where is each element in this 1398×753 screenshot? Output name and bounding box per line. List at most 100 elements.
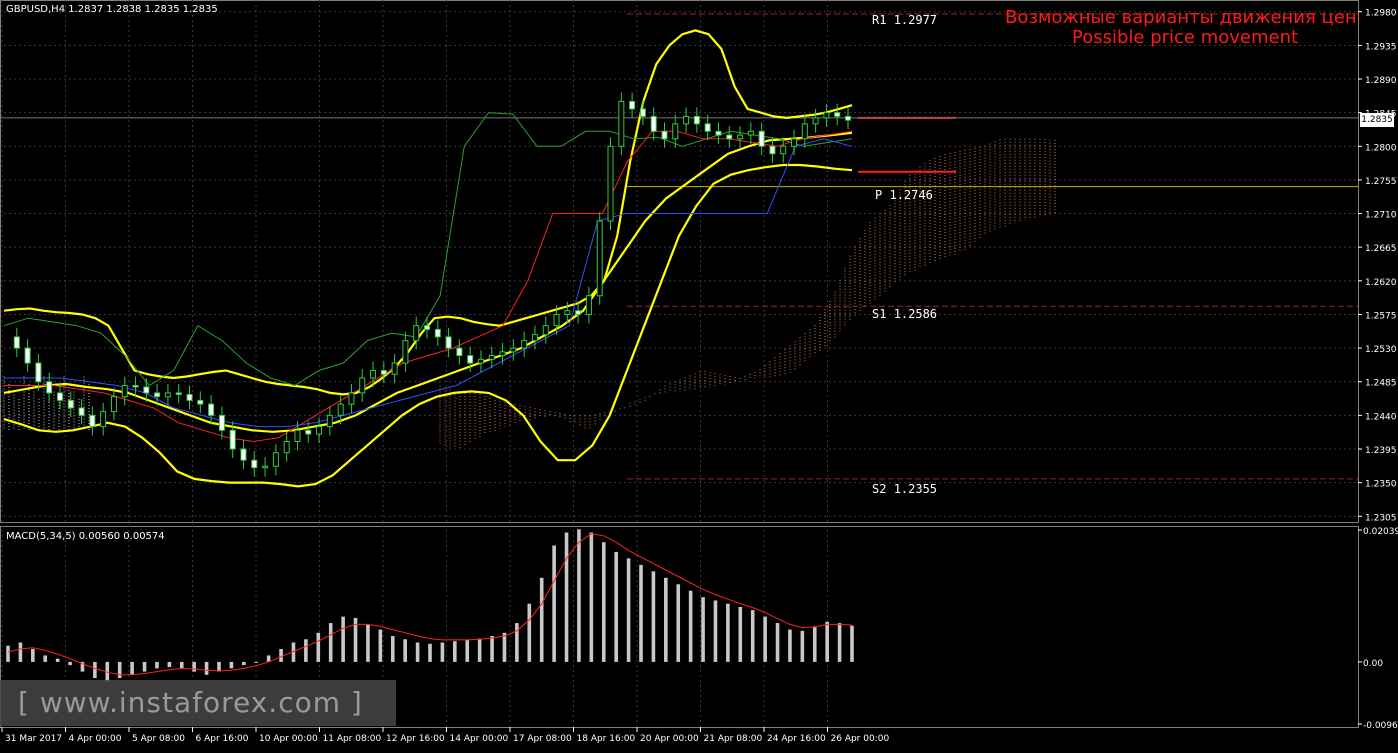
grid-layer — [1, 0, 1358, 726]
macd-bar — [688, 590, 693, 662]
macd-bar — [31, 648, 35, 662]
price-tick-label: 1.2935 — [1365, 42, 1397, 52]
candle-body — [812, 117, 819, 125]
candle-body — [564, 310, 571, 315]
macd-bar — [763, 616, 767, 662]
macd-bar — [775, 623, 780, 662]
time-tick-label: 14 Apr 00:00 — [450, 734, 509, 744]
candle-body — [218, 414, 225, 431]
candle-body — [596, 220, 603, 297]
candle-body — [164, 392, 171, 398]
overlay-text-ru: Возможные варианты движения цен — [1005, 7, 1357, 28]
candle-body — [801, 123, 808, 140]
candle-body — [197, 399, 204, 405]
candle-body — [89, 414, 96, 428]
time-axis: 31 Mar 2017 4 Apr 00:00 5 Apr 08:00 6 Apr 1… — [1, 727, 889, 744]
candle-body — [424, 325, 430, 330]
candle-body — [208, 403, 215, 416]
price-axis: 1.29801.29351.28901.28451.28001.27551.27… — [1358, 9, 1397, 523]
macd-bar — [403, 639, 407, 662]
macd-bar — [353, 617, 358, 662]
candle-body — [693, 115, 700, 125]
candle-body — [413, 325, 420, 342]
candle-body — [521, 340, 528, 349]
macd-bar — [577, 529, 581, 662]
candle-body — [46, 381, 53, 394]
candle-body — [434, 328, 441, 338]
candle-body — [499, 351, 506, 357]
candle-body — [175, 392, 182, 395]
price-tick-label: 1.2665 — [1365, 244, 1397, 254]
macd-bar — [676, 584, 681, 662]
macd-bar — [738, 606, 743, 662]
price-tick-label: 1.2755 — [1365, 177, 1397, 187]
macd-bar — [43, 655, 48, 662]
candle-body — [585, 295, 592, 315]
candle-body — [661, 130, 668, 140]
macd-bar — [552, 545, 556, 662]
macd-bar — [341, 616, 345, 662]
macd-histogram — [6, 529, 854, 682]
pivot-r1-label: R1 1.2977 — [872, 13, 938, 27]
candle-body — [294, 429, 301, 443]
time-tick-label: 11 Apr 08:00 — [323, 734, 382, 744]
price-tick-label: 1.2710 — [1365, 211, 1397, 221]
candle-body — [100, 411, 107, 428]
candle-body — [510, 347, 517, 353]
candle-body — [769, 145, 776, 155]
series-tenkan — [4, 130, 853, 443]
macd-bar — [291, 642, 296, 662]
candle-body — [456, 347, 463, 357]
price-tick-label: 1.2800 — [1365, 143, 1397, 153]
candle-body — [121, 384, 128, 398]
candle-body — [845, 115, 851, 121]
macd-bar — [254, 661, 259, 663]
macd-bar — [750, 610, 755, 662]
series-chikou — [3, 112, 853, 387]
candle-body — [726, 134, 733, 140]
macd-bar — [726, 603, 730, 662]
macd-bar — [130, 661, 134, 675]
price-tick-label: 1.2350 — [1365, 480, 1397, 490]
price-tick-label: 1.2485 — [1365, 379, 1397, 389]
macd-bar — [539, 577, 544, 662]
time-tick-label: 10 Apr 00:00 — [259, 734, 318, 744]
macd-bar — [564, 532, 569, 662]
price-tick-label: 1.2980 — [1365, 9, 1397, 19]
macd-bar — [304, 639, 308, 662]
candle-body — [154, 392, 161, 398]
candle-body — [251, 459, 258, 469]
candle-body — [618, 100, 625, 147]
macd-bar — [155, 661, 159, 669]
candle-body — [132, 384, 139, 388]
time-tick-label: 31 Mar 2017 — [5, 734, 62, 744]
candle-body — [607, 145, 614, 222]
instaforex-watermark: [ www.instaforex.com ] — [0, 680, 396, 726]
macd-bar — [490, 636, 494, 662]
price-tick-label: 1.2620 — [1365, 278, 1397, 288]
macd-bar — [601, 542, 606, 662]
time-tick-label: 5 Apr 08:00 — [132, 734, 185, 744]
time-tick-label: 21 Apr 08:00 — [704, 734, 763, 744]
candle-body — [143, 386, 150, 394]
macd-tick-label: 0.02039 — [1363, 527, 1398, 537]
pivot-p-label: P 1.2746 — [875, 188, 933, 202]
macd-bar — [639, 564, 643, 662]
macd-bar — [229, 661, 234, 669]
candle-body — [791, 138, 798, 147]
series-kijun — [4, 138, 853, 428]
candle-body — [402, 340, 409, 364]
candle-body — [35, 362, 42, 383]
macd-bar — [527, 603, 532, 662]
candle-body — [747, 130, 754, 136]
macd-bar — [651, 571, 656, 662]
series-bb-upper — [3, 29, 853, 396]
time-tick-label: 17 Apr 08:00 — [513, 734, 572, 744]
candle-body — [542, 325, 549, 336]
macd-bar — [812, 626, 817, 662]
macd-title: MACD(5,34,5) 0.00560 0.00574 — [6, 531, 165, 542]
candle-body — [262, 465, 269, 469]
macd-bar — [366, 624, 370, 662]
macd-bar — [204, 661, 209, 675]
